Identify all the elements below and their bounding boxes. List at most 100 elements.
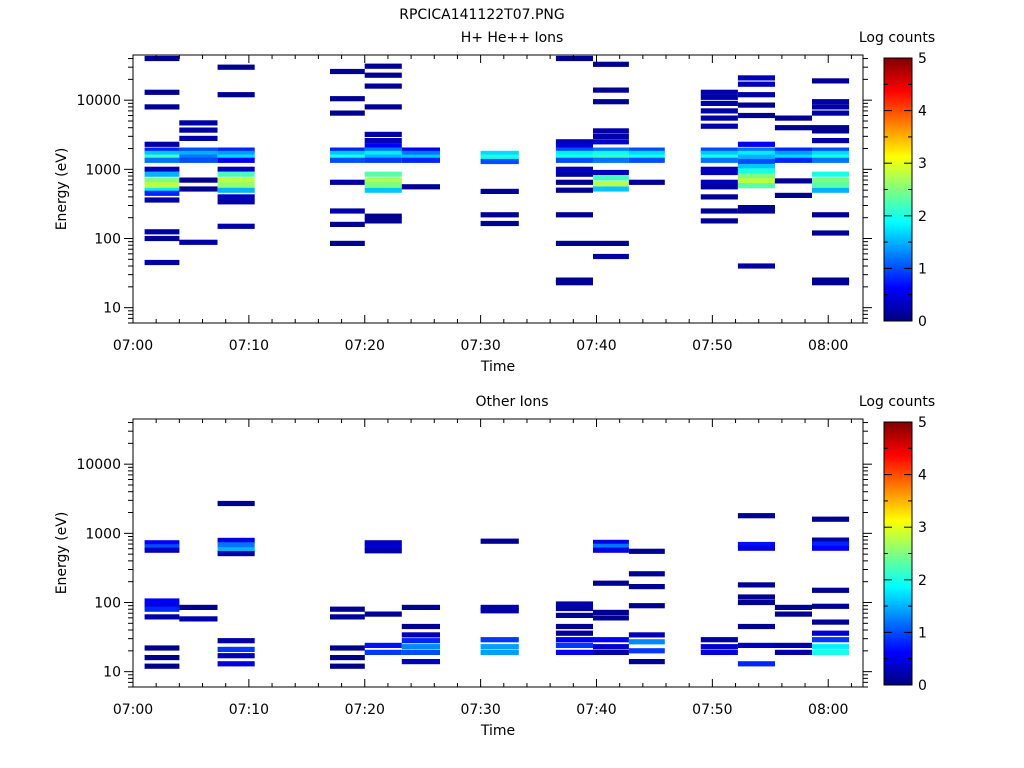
heatmap-cell: [401, 649, 440, 655]
heatmap-cell: [480, 158, 519, 165]
heatmap-cell: [144, 235, 180, 242]
heatmap-cell: [593, 580, 629, 586]
heatmap-cell: [700, 184, 738, 190]
heatmap-cell: [401, 632, 440, 638]
heatmap-cell: [555, 171, 593, 177]
heatmap-cell: [593, 637, 629, 643]
heatmap-cell: [555, 240, 593, 246]
panel-title: Other Ions: [475, 394, 548, 410]
x-axis: 07:00 07:10 07:20 07:30 07:40 07:50 08:00: [113, 55, 852, 354]
heatmap-cell: [737, 154, 775, 160]
panels: 07:00 07:10 07:20 07:30 07:40 07:50 08:00 Time 1…: [54, 30, 935, 739]
heatmap-cell: [774, 611, 812, 617]
heatmap-cell: [144, 171, 180, 177]
heatmap-cell: [737, 661, 775, 667]
heatmap-cell: [480, 604, 519, 610]
heatmap-cell: [555, 143, 593, 149]
heatmap-cell: [480, 649, 519, 655]
heatmap-cell: [812, 280, 850, 286]
heatmap-cell: [364, 104, 402, 110]
heatmap-cell: [364, 150, 402, 156]
heatmap-cell: [330, 614, 365, 620]
heatmap-cell: [364, 540, 402, 546]
colorbar-tick-label: 4: [918, 104, 927, 120]
colorbar-tick-label: 4: [918, 468, 927, 484]
heatmap-cell: [700, 644, 738, 650]
heatmap-cell: [593, 154, 629, 160]
heatmap-cell: [364, 131, 402, 137]
heatmap-cell: [217, 500, 255, 507]
heatmap-cell: [812, 649, 850, 655]
panel-title: H+ He++ Ions: [461, 30, 564, 46]
heatmap-cell: [330, 179, 365, 185]
heatmap-cell: [364, 171, 402, 177]
heatmap-cell: [217, 653, 255, 659]
heatmap-cell: [330, 655, 365, 661]
y-tick-label: 1000: [85, 162, 121, 178]
heatmap-cell: [628, 571, 665, 577]
heatmap-cell: [812, 587, 850, 593]
heatmap-cell: [364, 649, 402, 655]
heatmap-cell: [774, 157, 812, 163]
heatmap-cell: [628, 157, 665, 163]
heatmap-cell: [593, 644, 629, 650]
heatmap-cell: [364, 182, 402, 188]
heatmap-cell: [217, 199, 255, 205]
heatmap-cell: [217, 177, 255, 183]
heatmap-cell: [364, 642, 402, 648]
heatmap-cell: [593, 609, 629, 615]
heatmap-cell: [737, 205, 775, 211]
heatmap-cell: [700, 89, 738, 95]
heatmap-cell: [217, 542, 255, 548]
heatmap-cell: [555, 649, 593, 655]
x-tick-label: 07:30: [460, 338, 500, 354]
heatmap-cell: [480, 637, 519, 643]
heatmap-cell: [812, 182, 850, 188]
heatmap-cell: [593, 139, 629, 145]
heatmap-cell: [217, 92, 255, 98]
heatmap-cell: [700, 208, 738, 214]
y-tick-label: 10000: [76, 457, 121, 473]
heatmap-cell: [628, 659, 665, 665]
heatmap-cell: [628, 632, 665, 638]
heatmap-cell: [179, 177, 218, 183]
heatmap-cell: [179, 120, 218, 126]
heatmap-cell: [737, 147, 775, 153]
heatmap-cell: [401, 154, 440, 160]
heatmap-cell: [179, 239, 218, 245]
heatmap-cell: [217, 551, 255, 557]
heatmap-cell: [774, 147, 812, 153]
heatmap-cell: [330, 645, 365, 651]
heatmap-cell: [217, 154, 255, 160]
heatmap-cell: [593, 547, 629, 553]
heatmap-cell: [737, 178, 775, 184]
heatmap-cell: [593, 253, 629, 260]
heatmap-cell: [812, 545, 850, 551]
heatmap-cell: [593, 175, 629, 181]
heatmap-cell: [737, 168, 775, 174]
heatmap-cell: [700, 179, 738, 185]
y-tick-label: 10: [103, 665, 121, 681]
heatmap-cell: [144, 157, 180, 163]
heatmap-cell: [217, 147, 255, 153]
heatmap-cell: [555, 605, 593, 612]
heatmap-cell: [144, 663, 180, 669]
x-tick-label: 07:30: [460, 702, 500, 718]
heatmap-cell: [144, 598, 180, 604]
plot-frame: [132, 418, 864, 688]
heatmap-cell: [217, 150, 255, 156]
y-axis-label: Energy (eV): [54, 148, 70, 231]
heatmap-cell: [812, 537, 850, 543]
heatmap-cell: [555, 637, 593, 643]
heatmap-cell: [555, 630, 593, 636]
heatmap-cell: [593, 240, 629, 246]
heatmap-cell: [401, 184, 440, 190]
heatmap-cell: [330, 208, 365, 214]
heatmap-cell: [144, 177, 180, 183]
heatmap-cell: [700, 115, 738, 121]
heatmap-cell: [555, 212, 593, 218]
heatmap-cell: [737, 150, 775, 156]
heatmap-cell: [774, 115, 812, 121]
heatmap-cell: [700, 649, 738, 655]
